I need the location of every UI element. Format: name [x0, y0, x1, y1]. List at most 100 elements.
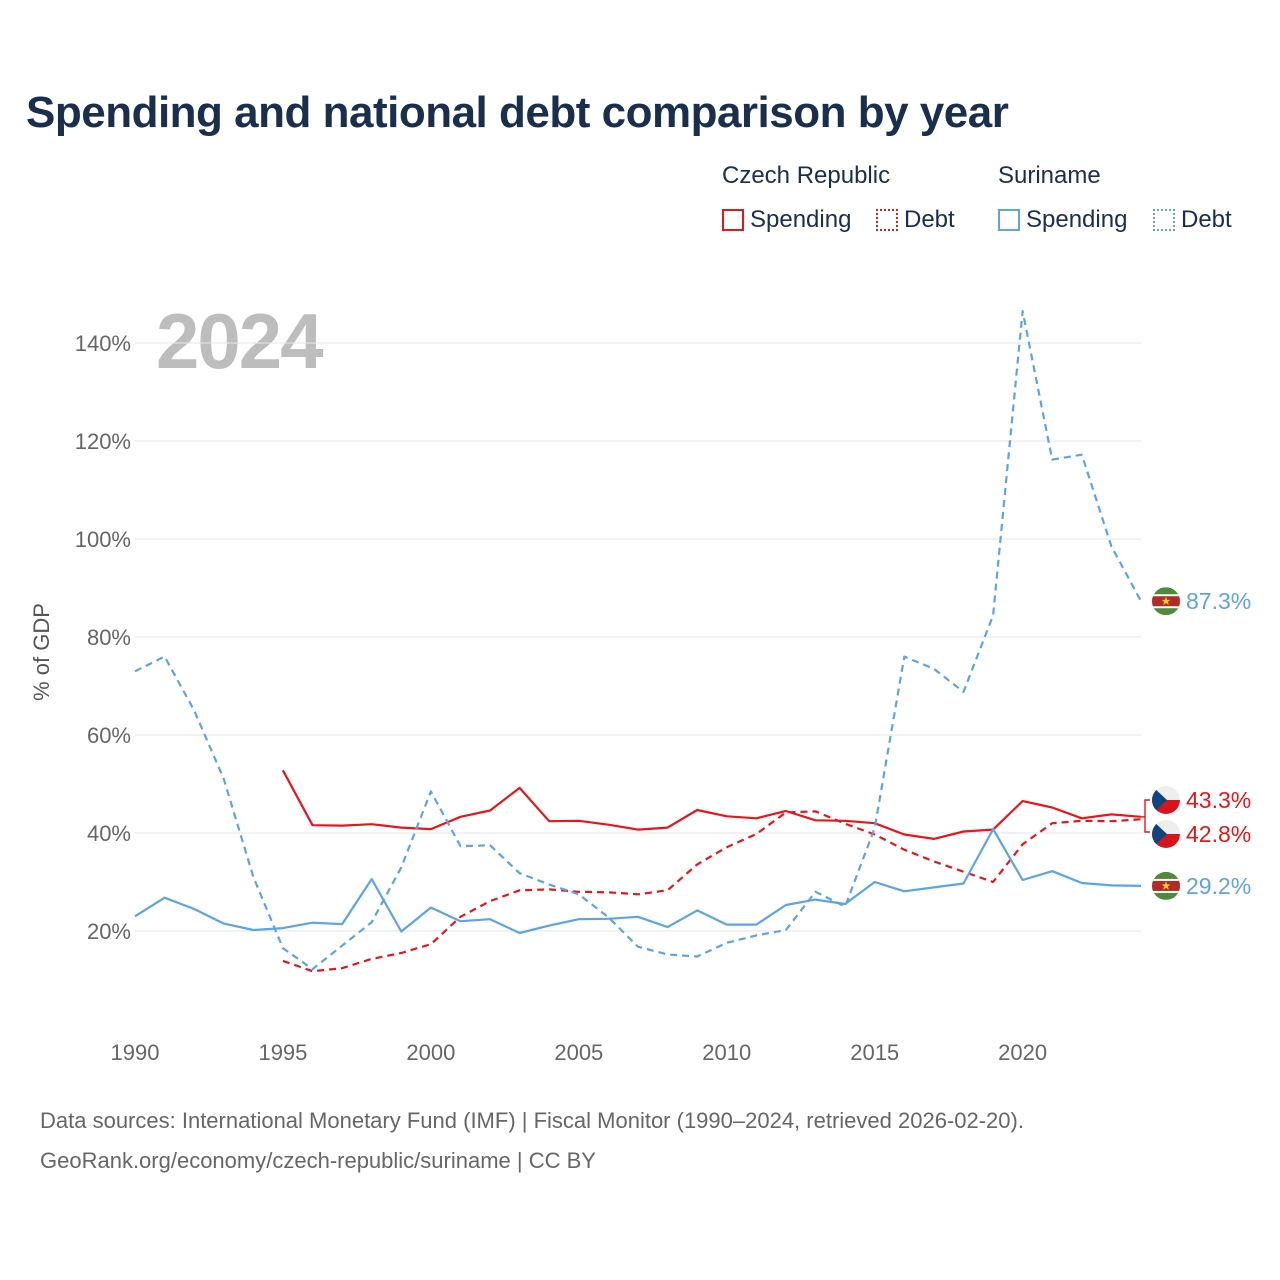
data-point-czech-republic-spending-2000	[428, 827, 433, 832]
source-line-2[interactable]: GeoRank.org/economy/czech-republic/surin…	[40, 1148, 596, 1173]
czech-label-connector	[1141, 799, 1150, 833]
end-label-czech-spending: 43.3%	[1186, 787, 1251, 813]
x-tick-label-1995: 1995	[258, 1040, 307, 1065]
data-point-suriname-debt-2001	[458, 844, 463, 849]
data-point-czech-republic-spending-1996	[310, 823, 315, 828]
data-point-czech-republic-debt-2008	[665, 888, 670, 893]
data-point-czech-republic-spending-2016	[902, 832, 907, 837]
data-point-czech-republic-spending-2020	[1020, 799, 1025, 804]
data-point-suriname-spending-2020	[1020, 878, 1025, 883]
data-point-czech-republic-spending-2006	[606, 822, 611, 827]
data-point-suriname-debt-2021	[1050, 457, 1055, 462]
data-point-suriname-debt-2020	[1020, 309, 1025, 314]
data-point-suriname-spending-2018	[961, 881, 966, 886]
legend-item-czech-debt[interactable]: Debt	[876, 204, 955, 236]
data-point-czech-republic-debt-2023	[1109, 819, 1114, 824]
data-point-suriname-spending-2019	[991, 827, 996, 832]
data-point-czech-republic-debt-2009	[695, 862, 700, 867]
x-tick-label-2005: 2005	[554, 1040, 603, 1065]
series-line-suriname-debt	[134, 310, 1142, 971]
flag-czech-icon-czech-spending	[1152, 786, 1180, 814]
data-point-czech-republic-debt-2007	[636, 892, 641, 897]
data-point-czech-republic-debt-1999	[399, 951, 404, 956]
x-tick-label-2010: 2010	[702, 1040, 751, 1065]
data-point-czech-republic-debt-2000	[428, 942, 433, 947]
x-tick-label-1990: 1990	[111, 1040, 160, 1065]
data-point-suriname-spending-1993	[221, 921, 226, 926]
legend-label-suriname-spending: Spending	[1026, 206, 1128, 233]
data-point-czech-republic-spending-2017	[931, 836, 936, 841]
data-point-czech-republic-spending-2007	[636, 827, 641, 832]
y-tick-label-140: 140%	[75, 331, 131, 356]
series-line-czech-republic-spending	[281, 769, 1142, 841]
data-point-suriname-spending-1996	[310, 920, 315, 925]
data-point-suriname-spending-2009	[695, 908, 700, 913]
data-point-suriname-spending-2022	[1079, 880, 1084, 885]
series-line-suriname-spending	[134, 827, 1142, 935]
data-point-suriname-spending-2007	[636, 914, 641, 919]
data-point-czech-republic-debt-2006	[606, 890, 611, 895]
data-point-suriname-debt-2014	[843, 904, 848, 909]
y-tick-label-40: 40%	[87, 821, 131, 846]
data-point-czech-republic-debt-2020	[1020, 842, 1025, 847]
data-point-suriname-spending-2013	[813, 897, 818, 902]
data-point-suriname-debt-2013	[813, 889, 818, 894]
data-point-czech-republic-spending-2010	[724, 814, 729, 819]
flag-czech-icon-czech-debt	[1152, 820, 1180, 848]
data-point-czech-republic-spending-2011	[754, 816, 759, 821]
data-point-czech-republic-spending-2002	[488, 808, 493, 813]
chart-area: 20% 40% 60% 80% 100% 120% 140% 1990 1995 2000 2005…	[75, 309, 1251, 1065]
legend-item-czech-spending[interactable]: Spending	[722, 204, 851, 236]
data-point-suriname-debt-2023	[1109, 544, 1114, 549]
data-point-suriname-debt-1994	[251, 875, 256, 880]
data-point-suriname-spending-2021	[1050, 869, 1055, 874]
legend-item-suriname-spending[interactable]: Spending	[998, 204, 1127, 236]
legend-group-suriname: Suriname	[998, 162, 1101, 189]
data-point-suriname-spending-1997	[340, 922, 345, 927]
data-point-suriname-spending-1990	[133, 914, 138, 919]
series-line-czech-republic-debt	[282, 810, 1142, 973]
y-tick-label-100: 100%	[75, 527, 131, 552]
data-point-czech-republic-debt-2014	[843, 821, 848, 826]
data-point-suriname-spending-2003	[517, 930, 522, 935]
data-point-suriname-spending-2004	[547, 923, 552, 928]
data-point-suriname-spending-2000	[428, 905, 433, 910]
data-point-czech-republic-debt-1995	[280, 958, 285, 963]
legend-swatch-suriname-debt	[1153, 209, 1175, 231]
data-point-suriname-debt-2015	[872, 826, 877, 831]
data-point-suriname-debt-1992	[192, 708, 197, 713]
data-point-suriname-debt-1996	[310, 967, 315, 972]
data-point-suriname-debt-2003	[517, 871, 522, 876]
legend-item-suriname-debt[interactable]: Debt	[1153, 204, 1232, 236]
data-point-suriname-spending-2016	[902, 889, 907, 894]
data-point-czech-republic-debt-2002	[488, 899, 493, 904]
data-point-czech-republic-spending-1999	[399, 825, 404, 830]
data-point-czech-republic-spending-2018	[961, 829, 966, 834]
legend-group-czech-republic: Czech Republic	[722, 162, 891, 189]
data-point-suriname-debt-1993	[221, 777, 226, 782]
data-point-suriname-spending-2001	[458, 919, 463, 924]
data-point-czech-republic-debt-2013	[813, 809, 818, 814]
legend-swatch-czech-spending	[722, 209, 744, 231]
data-point-suriname-debt-1991	[162, 654, 167, 659]
data-point-suriname-debt-2010	[724, 940, 729, 945]
data-point-suriname-spending-2024	[1139, 883, 1144, 888]
data-point-suriname-debt-2024	[1139, 599, 1144, 604]
data-point-suriname-spending-2008	[665, 925, 670, 930]
data-point-czech-republic-debt-2016	[902, 847, 907, 852]
data-point-czech-republic-spending-1997	[340, 823, 345, 828]
data-point-suriname-debt-2019	[991, 613, 996, 618]
data-point-czech-republic-debt-2010	[724, 845, 729, 850]
x-tick-label-2000: 2000	[406, 1040, 455, 1065]
data-point-suriname-debt-2011	[754, 933, 759, 938]
data-point-czech-republic-debt-2001	[458, 914, 463, 919]
data-point-czech-republic-spending-2009	[695, 807, 700, 812]
data-point-suriname-spending-1995	[280, 926, 285, 931]
data-point-suriname-debt-2022	[1079, 452, 1084, 457]
flag-suriname-icon-suriname-spending	[1152, 871, 1180, 900]
data-point-suriname-spending-1992	[192, 906, 197, 911]
data-point-czech-republic-spending-2003	[517, 785, 522, 790]
data-point-suriname-spending-1998	[369, 877, 374, 882]
data-point-suriname-debt-2004	[547, 882, 552, 887]
data-point-czech-republic-debt-2004	[547, 887, 552, 892]
